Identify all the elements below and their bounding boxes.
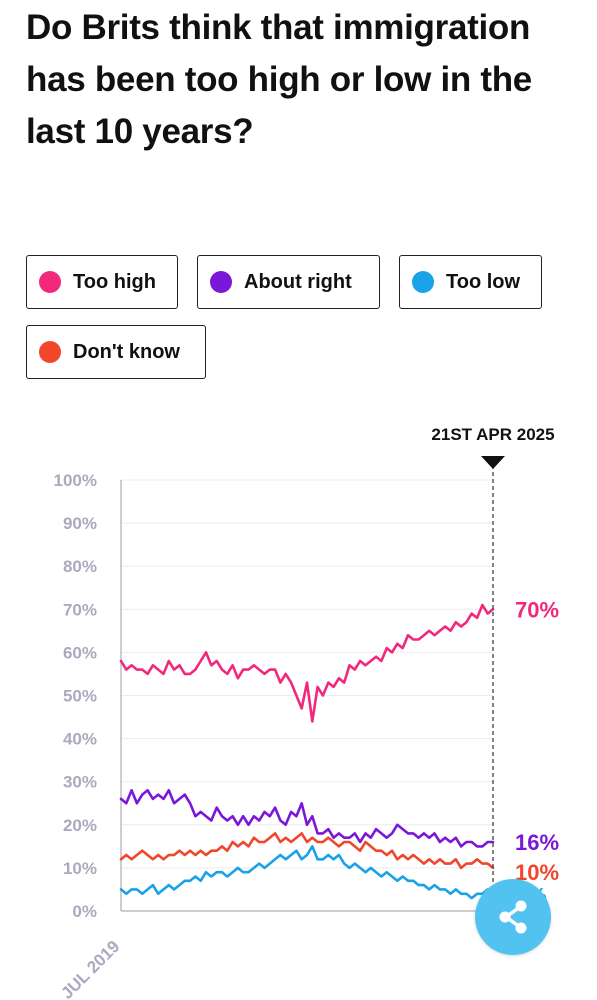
end-value-labels: 70%16%10%5% xyxy=(515,597,559,908)
y-tick-label: 40% xyxy=(63,730,97,749)
date-marker-label: 21ST APR 2025 xyxy=(431,425,554,444)
y-tick-label: 80% xyxy=(63,557,97,576)
legend-too-low-button[interactable]: Too low xyxy=(399,255,542,309)
series-line-about-right[interactable] xyxy=(119,789,495,848)
y-tick-label: 30% xyxy=(63,773,97,792)
too-high-dot-icon xyxy=(39,271,61,293)
legend-label: Don't know xyxy=(73,340,180,363)
share-icon xyxy=(499,900,527,934)
end-value-label: 70% xyxy=(515,597,559,622)
series-line-don-t-know[interactable] xyxy=(119,832,495,870)
chart-title: Do Brits think that immigration has been… xyxy=(26,8,532,151)
series-line-too-high[interactable] xyxy=(119,603,495,723)
dont-know-dot-icon xyxy=(39,341,61,363)
about-right-dot-icon xyxy=(210,271,232,293)
legend-dont-know-button[interactable]: Don't know xyxy=(26,325,206,379)
y-axis-ticks: 100% 90% 80% 70% 60% 50% 40% 30% 20% 10% 0% xyxy=(54,471,97,921)
legend-label: About right xyxy=(244,270,352,293)
legend-label: Too low xyxy=(446,270,521,293)
series-line-too-low[interactable] xyxy=(119,845,495,900)
date-marker-triangle-icon[interactable] xyxy=(481,456,505,469)
legend-label: Too high xyxy=(73,270,156,293)
y-tick-label: 20% xyxy=(63,816,97,835)
legend-too-high-button[interactable]: Too high xyxy=(26,255,178,309)
y-tick-label: 90% xyxy=(63,514,97,533)
legend-about-right-button[interactable]: About right xyxy=(197,255,380,309)
end-value-label: 16% xyxy=(515,830,559,855)
y-tick-label: 10% xyxy=(63,859,97,878)
share-button[interactable] xyxy=(475,879,551,955)
y-tick-label: 70% xyxy=(63,600,97,619)
series-group xyxy=(119,603,495,900)
y-tick-label: 60% xyxy=(63,643,97,662)
y-tick-label: 50% xyxy=(63,687,97,706)
too-low-dot-icon xyxy=(412,271,434,293)
y-tick-label: 100% xyxy=(54,471,97,490)
line-chart: 100% 90% 80% 70% 60% 50% 40% 30% 20% 10% 0% 21ST A… xyxy=(54,425,560,1000)
grid-lines xyxy=(121,479,493,869)
x-axis-start-label: JUL 2019 xyxy=(57,937,123,1000)
y-tick-label: 0% xyxy=(72,902,97,921)
